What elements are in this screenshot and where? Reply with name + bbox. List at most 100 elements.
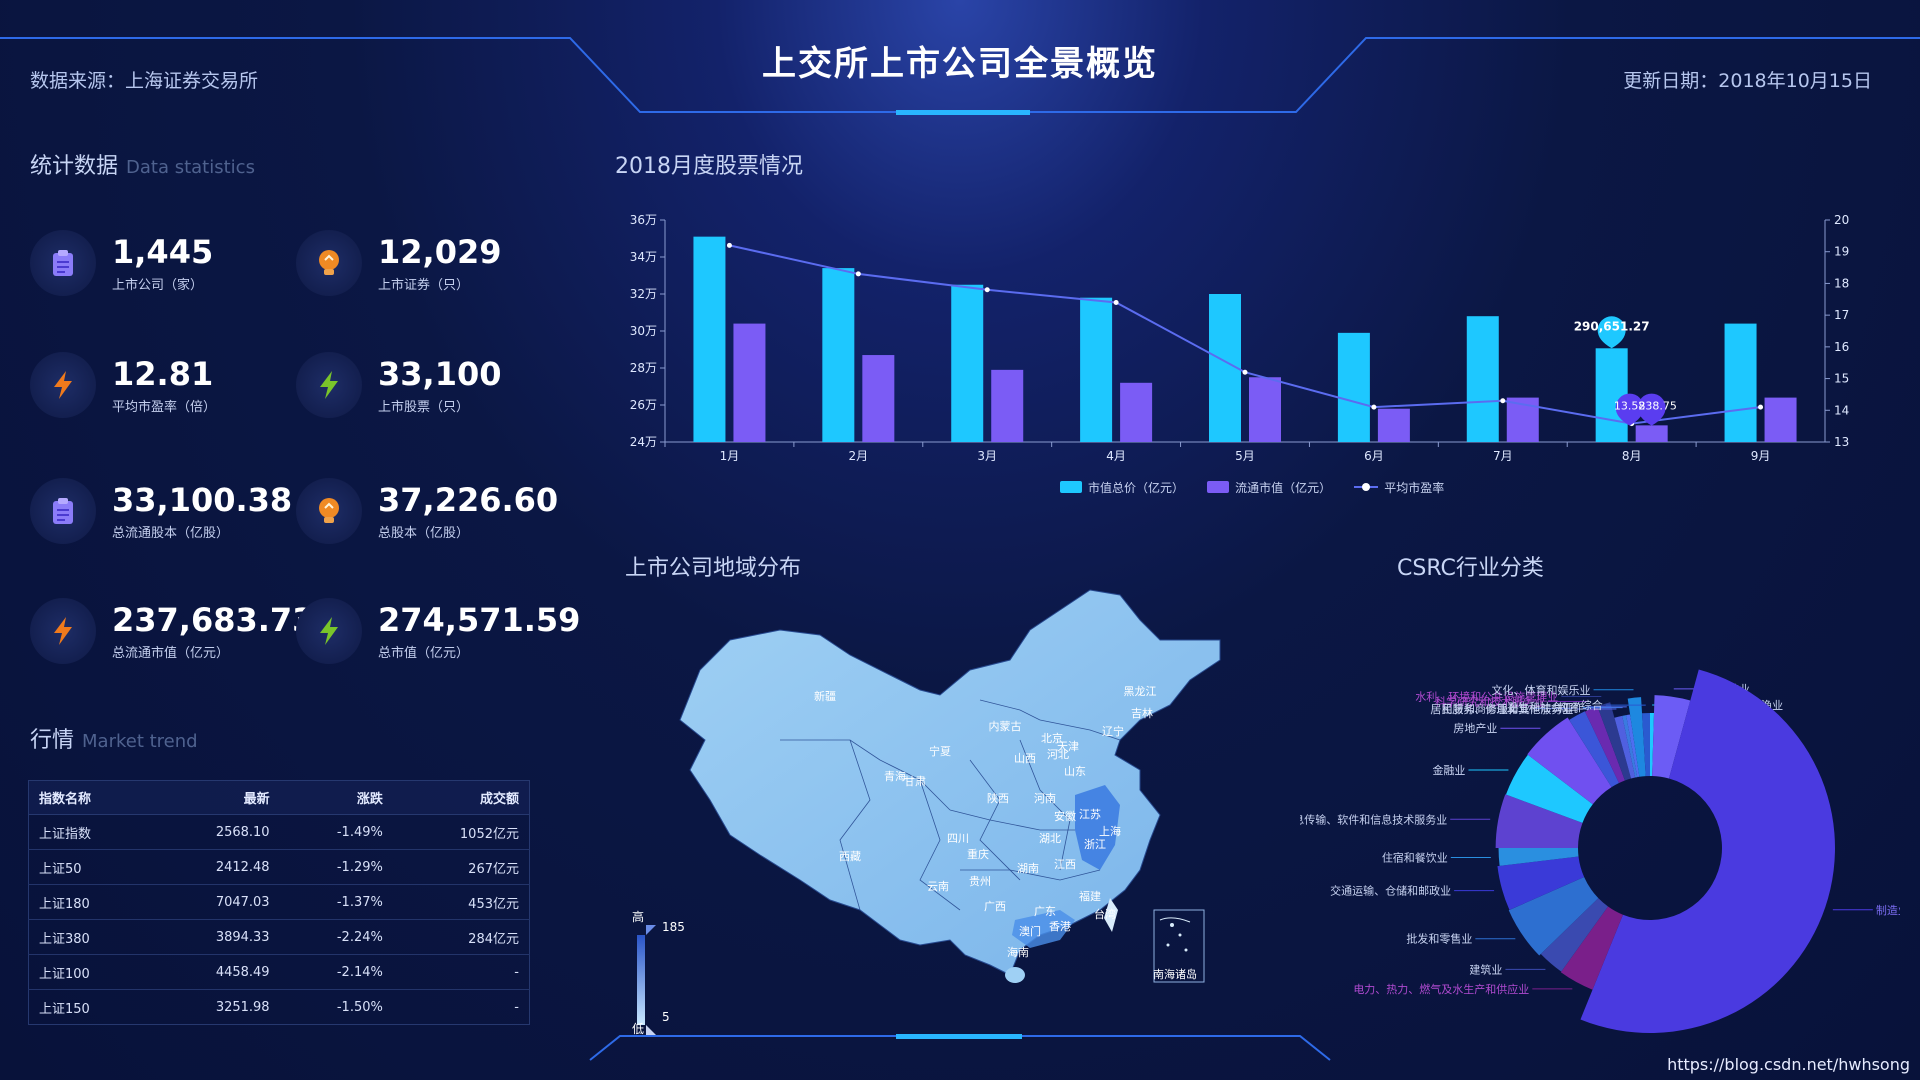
bar-float-cap[interactable] xyxy=(1635,425,1668,442)
pie-label: 文化、体育和娱乐业 xyxy=(1492,683,1591,697)
bar-float-cap[interactable] xyxy=(1377,408,1410,442)
y-tick-label: 36万 xyxy=(630,213,657,227)
visual-map-handle-bottom[interactable] xyxy=(646,1025,656,1035)
legend-item-pe[interactable]: 平均市盈率 xyxy=(1354,479,1444,496)
bolt-icon xyxy=(296,598,362,664)
y2-tick-label: 19 xyxy=(1834,245,1849,259)
bar-market-cap[interactable] xyxy=(1337,332,1370,442)
legend-item-market-cap[interactable]: 市值总价（亿元） xyxy=(1060,479,1184,496)
table-row[interactable]: 上证指数 2568.10 -1.49% 1052亿元 xyxy=(28,814,530,850)
pe-point[interactable] xyxy=(984,287,990,293)
visual-map-low: 低 xyxy=(632,1022,644,1036)
bar-float-cap[interactable] xyxy=(1249,377,1281,442)
pie-slice[interactable] xyxy=(1540,898,1609,972)
pe-point[interactable] xyxy=(726,242,732,248)
province-label: 福建 xyxy=(1079,889,1101,903)
table-row[interactable]: 上证50 2412.48 -1.29% 267亿元 xyxy=(28,849,530,885)
pie-slice[interactable] xyxy=(1627,697,1646,777)
bar-market-cap[interactable] xyxy=(951,284,984,442)
table-row[interactable]: 上证380 3894.33 -2.24% 284亿元 xyxy=(28,919,530,955)
legend-item-float-cap[interactable]: 流通市值（亿元） xyxy=(1207,479,1331,496)
market-title-en: Market trend xyxy=(82,731,198,752)
pie-slice[interactable] xyxy=(1622,715,1638,778)
bolt-icon xyxy=(296,352,362,418)
pie-slice[interactable] xyxy=(1495,794,1583,848)
pe-point[interactable] xyxy=(1371,404,1377,410)
stat-item: 237,683.73 总流通市值（亿元） xyxy=(30,598,314,664)
bolt-icon xyxy=(30,598,96,664)
map-hainan[interactable] xyxy=(1005,967,1025,983)
province-label: 北京 xyxy=(1041,731,1063,745)
y2-tick-label: 17 xyxy=(1834,308,1849,322)
map-shape[interactable] xyxy=(679,589,1221,976)
pe-point[interactable] xyxy=(1500,398,1506,404)
province-label: 湖北 xyxy=(1039,832,1061,845)
bar-market-cap[interactable] xyxy=(1595,348,1628,442)
pie-slice[interactable] xyxy=(1650,713,1655,777)
province-label: 黑龙江 xyxy=(1124,685,1157,698)
pie-slice[interactable] xyxy=(1626,714,1640,778)
province-label: 河南 xyxy=(1034,792,1056,805)
table-row[interactable]: 上证100 4458.49 -2.14% - xyxy=(28,954,530,990)
bar-float-cap[interactable] xyxy=(862,355,895,442)
pie-slice[interactable] xyxy=(1508,877,1599,956)
map-guangdong[interactable] xyxy=(1012,910,1075,948)
pie-slice[interactable] xyxy=(1642,713,1650,777)
pie-slice[interactable] xyxy=(1580,669,1835,1033)
pe-point[interactable] xyxy=(855,271,861,277)
pie-slice[interactable] xyxy=(1585,706,1625,783)
visual-map-bar[interactable] xyxy=(637,935,645,1025)
table-cell: 3894.33 xyxy=(152,919,280,955)
pie-slice[interactable] xyxy=(1505,754,1593,823)
table-row[interactable]: 上证180 7047.03 -1.37% 453亿元 xyxy=(28,884,530,920)
province-label: 湖南 xyxy=(1017,862,1039,875)
bar-market-cap[interactable] xyxy=(1080,297,1113,442)
pie-slice[interactable] xyxy=(1652,695,1691,779)
pie-slice[interactable] xyxy=(1527,717,1612,805)
pie-slice[interactable] xyxy=(1560,906,1623,990)
market-title-cn: 行情 xyxy=(30,728,75,753)
map-title: 上市公司地域分布 xyxy=(625,556,802,581)
province-label: 重庆 xyxy=(967,847,989,861)
bar-float-cap[interactable] xyxy=(991,369,1024,442)
bar-market-cap[interactable] xyxy=(822,268,855,442)
y2-tick-label: 13 xyxy=(1834,435,1849,449)
table-row[interactable]: 上证150 3251.98 -1.50% - xyxy=(28,989,530,1025)
bar-market-cap[interactable] xyxy=(1724,323,1757,442)
monthly-stock-chart: 24万 26万 28万 30万 32万 34万 36万 13 14 15 16 17 18 19 20 1月 2… xyxy=(630,213,1850,463)
map-taiwan[interactable] xyxy=(1104,898,1118,932)
visual-map-handle-top[interactable] xyxy=(646,925,656,935)
province-label: 浙江 xyxy=(1084,838,1106,851)
pie-slice[interactable] xyxy=(1569,711,1620,788)
province-label: 吉林 xyxy=(1131,706,1153,720)
pe-point[interactable] xyxy=(1758,404,1764,410)
table-cell: 267亿元 xyxy=(392,849,530,885)
stat-value: 33,100.38 xyxy=(112,480,293,519)
table-cell: -2.24% xyxy=(279,919,393,955)
bar-float-cap[interactable] xyxy=(733,323,766,442)
x-tick-label: 2月 xyxy=(849,449,869,463)
map-east-provinces[interactable] xyxy=(1075,785,1120,870)
bar-market-cap[interactable] xyxy=(1466,316,1499,442)
pie-label: 建筑业 xyxy=(1469,962,1502,976)
pie-slice[interactable] xyxy=(1597,702,1632,781)
market-table: 指数名称 最新 涨跌 成交额 上证指数 2568.10 -1.49% 1052亿元 上证50 2… xyxy=(28,780,530,1025)
bulb-icon xyxy=(296,230,362,296)
bar-market-cap[interactable] xyxy=(693,236,726,442)
pie-slice[interactable] xyxy=(1498,848,1579,866)
x-tick-label: 4月 xyxy=(1106,449,1126,463)
bar-float-cap[interactable] xyxy=(1120,382,1153,442)
pie-slice[interactable] xyxy=(1614,715,1636,779)
pie-slice[interactable] xyxy=(1497,856,1585,910)
province-label: 海南 xyxy=(1007,945,1029,959)
pe-point[interactable] xyxy=(1113,299,1119,305)
bar-float-cap[interactable] xyxy=(1764,397,1797,442)
table-cell: 4458.49 xyxy=(152,954,280,990)
stat-item: 33,100.38 总流通股本（亿股） xyxy=(30,478,292,544)
province-label: 天津 xyxy=(1057,740,1079,753)
table-cell: -1.49% xyxy=(279,814,393,850)
pe-point[interactable] xyxy=(1242,369,1248,375)
pie-label: 科学研究和技术服务业 xyxy=(1435,694,1545,708)
